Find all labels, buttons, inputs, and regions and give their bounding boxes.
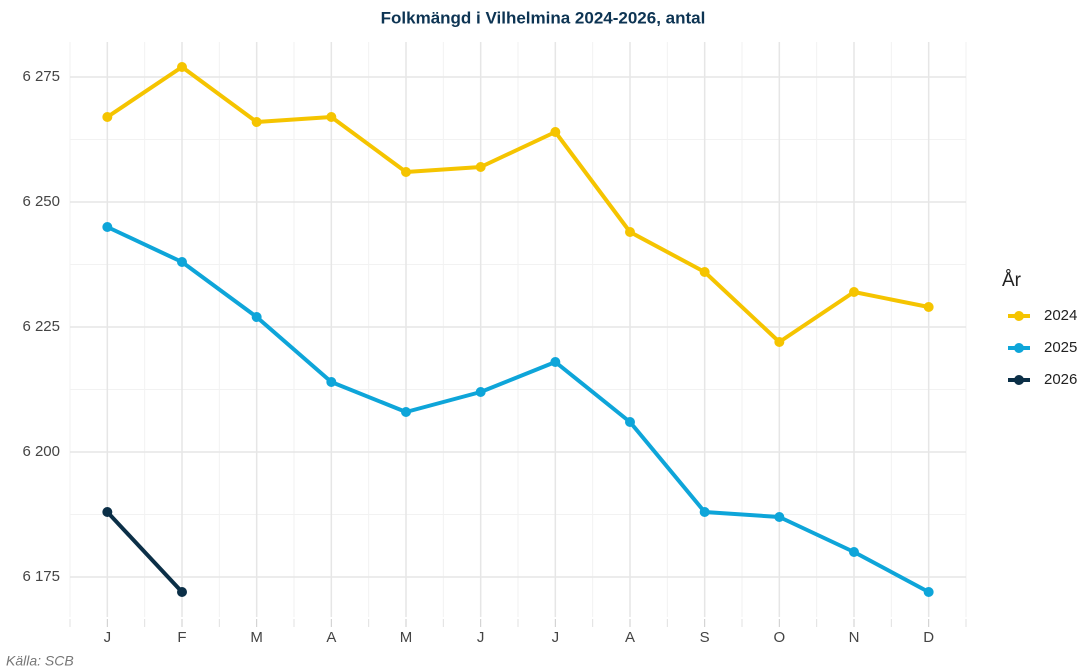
legend-label: 2024: [1044, 307, 1077, 324]
data-point: [849, 287, 859, 297]
legend-swatch: [1014, 311, 1024, 321]
x-tick-label: M: [400, 629, 413, 646]
series-line: [106, 225, 930, 594]
data-point: [774, 337, 785, 347]
caption: Källa: SCB: [6, 653, 74, 669]
data-point: [401, 407, 411, 417]
series-line: [105, 510, 184, 594]
legend-label: 2026: [1044, 371, 1077, 388]
data-point: [177, 257, 187, 267]
data-point: [102, 507, 113, 517]
x-tick-label: D: [923, 629, 934, 646]
data-point: [625, 227, 635, 237]
y-tick-label: 6 200: [22, 443, 60, 460]
x-tick-label: N: [849, 629, 860, 646]
x-tick-label: J: [552, 629, 560, 646]
y-tick-label: 6 250: [22, 193, 60, 210]
data-point: [699, 507, 710, 517]
legend-swatch: [1014, 343, 1024, 353]
x-tick-label: J: [477, 629, 485, 646]
data-point: [625, 417, 635, 427]
x-tick-label: A: [625, 629, 635, 646]
data-point: [102, 222, 113, 232]
data-point: [475, 387, 486, 397]
chart-title: Folkmängd i Vilhelmina 2024-2026, antal: [381, 8, 706, 27]
series-line: [106, 65, 930, 344]
data-point: [102, 112, 113, 122]
data-point: [251, 312, 262, 322]
x-tick-label: O: [773, 629, 785, 646]
legend-label: 2025: [1044, 339, 1077, 356]
data-point: [177, 587, 187, 597]
data-point: [849, 547, 859, 557]
legend-swatch: [1014, 375, 1024, 385]
x-tick-label: F: [177, 629, 186, 646]
x-tick-label: J: [104, 629, 112, 646]
data-point: [326, 377, 337, 387]
data-point: [699, 267, 710, 277]
x-tick-label: S: [700, 629, 710, 646]
data-point: [774, 512, 785, 522]
y-tick-label: 6 275: [22, 68, 60, 85]
data-point: [550, 127, 561, 137]
y-tick-label: 6 175: [22, 568, 60, 585]
x-tick-label: M: [250, 629, 263, 646]
x-tick-label: A: [326, 629, 336, 646]
y-tick-label: 6 225: [22, 318, 60, 335]
data-point: [251, 117, 262, 127]
data-point: [923, 302, 934, 312]
data-point: [550, 357, 561, 367]
data-point: [475, 162, 486, 172]
data-point: [401, 167, 411, 177]
data-point: [177, 62, 187, 72]
data-point: [326, 112, 337, 122]
data-point: [923, 587, 934, 597]
legend-title: År: [1002, 270, 1022, 291]
